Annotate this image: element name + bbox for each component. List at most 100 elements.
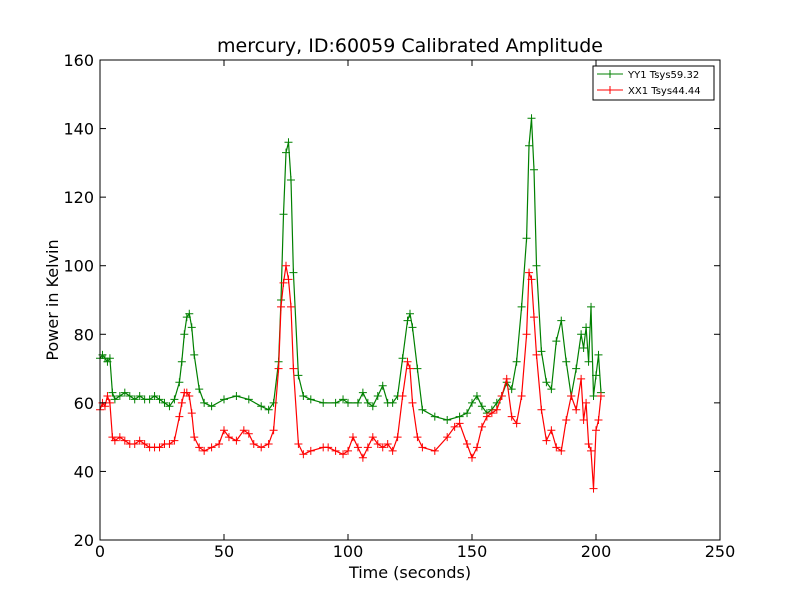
- data-point: [120, 388, 129, 397]
- data-point: [282, 148, 290, 157]
- data-point: [185, 309, 194, 318]
- data-point: [299, 450, 308, 459]
- data-point: [472, 443, 481, 452]
- data-point: [557, 316, 566, 325]
- x-tick-label: 250: [705, 542, 736, 561]
- data-point: [207, 443, 216, 452]
- data-point: [368, 433, 377, 442]
- data-point: [388, 398, 397, 407]
- data-point: [403, 357, 412, 366]
- data-point: [477, 422, 486, 431]
- data-point: [517, 302, 526, 311]
- data-point: [277, 302, 286, 311]
- data-point: [363, 443, 372, 452]
- data-point: [257, 402, 266, 411]
- data-point: [145, 395, 154, 404]
- data-point: [532, 261, 541, 270]
- data-point: [155, 443, 164, 452]
- data-point: [177, 357, 186, 366]
- data-point: [579, 344, 588, 352]
- data-point: [155, 395, 164, 404]
- data-point: [135, 392, 144, 400]
- data-point: [257, 443, 266, 452]
- legend-label-xx1: XX1 Tsys44.44: [628, 86, 701, 97]
- data-point: [282, 261, 290, 270]
- data-point: [170, 395, 179, 404]
- data-point: [594, 350, 603, 359]
- data-point: [497, 392, 506, 400]
- data-point: [175, 378, 184, 387]
- data-point: [542, 436, 551, 445]
- x-tick-label: 150: [457, 542, 488, 561]
- data-point: [552, 337, 561, 346]
- data-point: [443, 433, 452, 442]
- data-point: [200, 398, 209, 407]
- data-point: [239, 426, 248, 435]
- data-point: [577, 330, 586, 339]
- data-point: [368, 402, 377, 411]
- data-point: [492, 405, 501, 414]
- data-point: [472, 392, 481, 400]
- data-point: [579, 416, 588, 424]
- data-point: [463, 409, 472, 418]
- data-point: [468, 398, 476, 407]
- data-point: [562, 416, 571, 424]
- data-point: [105, 398, 114, 407]
- y-tick-label: 40: [74, 462, 94, 481]
- data-point: [383, 440, 392, 448]
- data-point: [572, 364, 581, 373]
- data-point: [279, 210, 288, 219]
- data-point: [406, 364, 414, 373]
- data-point: [373, 392, 382, 400]
- legend-box: [592, 65, 715, 101]
- data-point: [552, 443, 561, 452]
- data-point: [403, 316, 412, 325]
- data-point: [244, 429, 253, 438]
- data-point: [299, 392, 308, 400]
- plot-area: [100, 60, 720, 540]
- data-point: [103, 392, 112, 400]
- data-point: [180, 330, 189, 339]
- data-point: [455, 412, 464, 421]
- data-point: [286, 302, 295, 311]
- data-point: [378, 381, 387, 390]
- data-point: [187, 323, 196, 332]
- data-point: [125, 392, 134, 400]
- data-point: [596, 392, 605, 400]
- data-point: [224, 433, 233, 442]
- series-layer: [96, 114, 605, 493]
- data-point: [373, 440, 382, 448]
- data-point: [105, 354, 114, 363]
- data-point: [269, 426, 278, 435]
- data-point: [413, 433, 422, 442]
- data-point: [487, 409, 496, 418]
- data-point: [331, 446, 340, 455]
- data-point: [406, 309, 414, 318]
- data-point: [339, 450, 348, 459]
- data-point: [594, 416, 603, 424]
- data-point: [572, 405, 581, 414]
- data-point: [507, 385, 516, 394]
- legend-marker-yy1: [606, 70, 614, 78]
- data-point: [537, 405, 546, 414]
- data-point: [567, 392, 576, 400]
- data-point: [398, 354, 407, 363]
- data-point: [264, 405, 273, 414]
- data-point: [482, 412, 491, 421]
- x-axis-title: Time (seconds): [348, 563, 471, 582]
- data-point: [284, 275, 293, 284]
- data-point: [532, 350, 541, 359]
- data-point: [507, 412, 516, 421]
- legend-label-yy1: YY1 Tsys59.32: [627, 70, 699, 81]
- data-point: [177, 398, 186, 407]
- data-point: [331, 398, 340, 407]
- data-point: [195, 443, 204, 452]
- data-point: [592, 371, 600, 380]
- data-point: [398, 392, 407, 400]
- y-tick-label: 20: [74, 531, 94, 550]
- series-xx1: [96, 261, 605, 493]
- data-point: [120, 436, 129, 445]
- data-point: [527, 114, 536, 123]
- data-point: [324, 443, 333, 452]
